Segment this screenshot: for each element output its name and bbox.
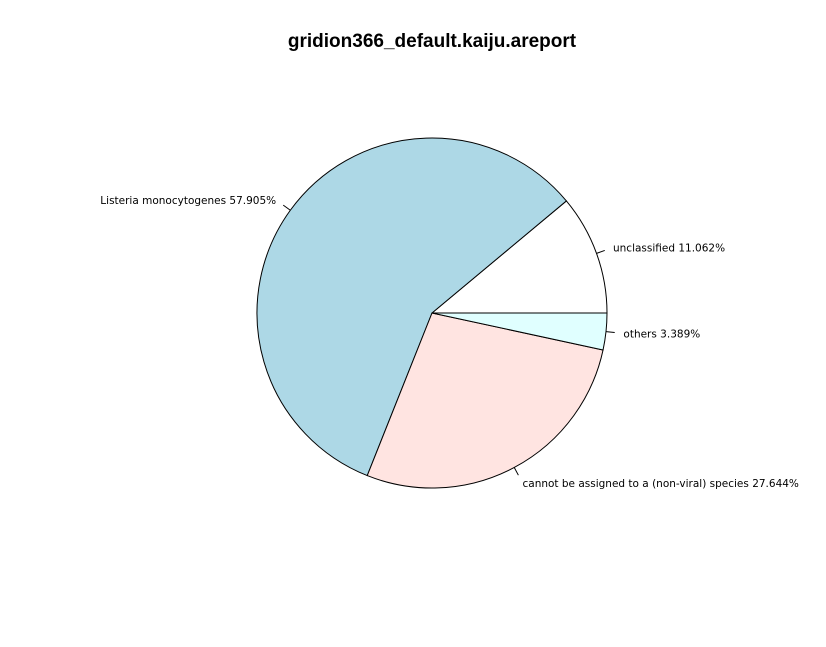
chart-title: gridion366_default.kaiju.areport <box>288 31 577 52</box>
pie-slices <box>256 137 608 489</box>
leader-line-unclassified <box>596 249 605 254</box>
leader-line-others <box>605 331 615 334</box>
pie-slice-others <box>431 312 608 351</box>
slice-label-cannot-be-assigned-to-a-non-viral-species: cannot be assigned to a (non-viral) spec… <box>522 478 798 490</box>
slice-label-unclassified: unclassified 11.062% <box>613 242 725 254</box>
leader-line-listeria-monocytogenes <box>282 204 291 211</box>
leader-line-cannot-be-assigned-to-a-non-viral-species <box>513 467 519 476</box>
slice-label-listeria-monocytogenes: Listeria monocytogenes 57.905% <box>100 195 276 207</box>
pie-labels: unclassified 11.062% Listeria monocytogen… <box>100 195 799 490</box>
pie-slice-unclassified <box>430 200 608 314</box>
slice-label-others: others 3.389% <box>623 328 700 340</box>
